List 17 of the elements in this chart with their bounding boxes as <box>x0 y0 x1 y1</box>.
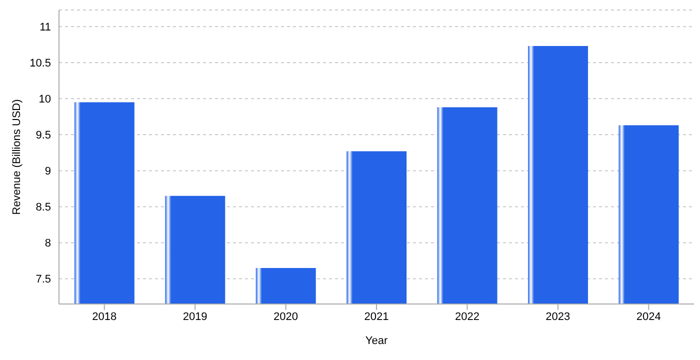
y-tick-label: 8.5 <box>36 202 51 214</box>
x-axis-title: Year <box>365 335 388 347</box>
x-tick-label: 2023 <box>546 310 570 323</box>
x-tick-label: 2019 <box>182 310 208 323</box>
x-tick-label: 2022 <box>454 310 480 323</box>
y-tick-label: 9.5 <box>36 130 51 142</box>
y-tick-label: 7.5 <box>36 274 51 286</box>
x-tick-label: 2020 <box>274 310 298 323</box>
y-tick-label: 11 <box>40 21 51 34</box>
y-tick-label: 8 <box>44 238 51 250</box>
y-tick-label: 10 <box>38 94 51 106</box>
x-tick-label: 2021 <box>364 310 389 323</box>
y-tick-label: 9 <box>44 166 51 178</box>
y-tick-label: 10.5 <box>30 58 51 70</box>
y-axis-title: Revenue (Billions USD) <box>10 99 23 215</box>
x-tick-label: 2018 <box>92 310 117 323</box>
x-tick-label: 2024 <box>636 310 661 323</box>
